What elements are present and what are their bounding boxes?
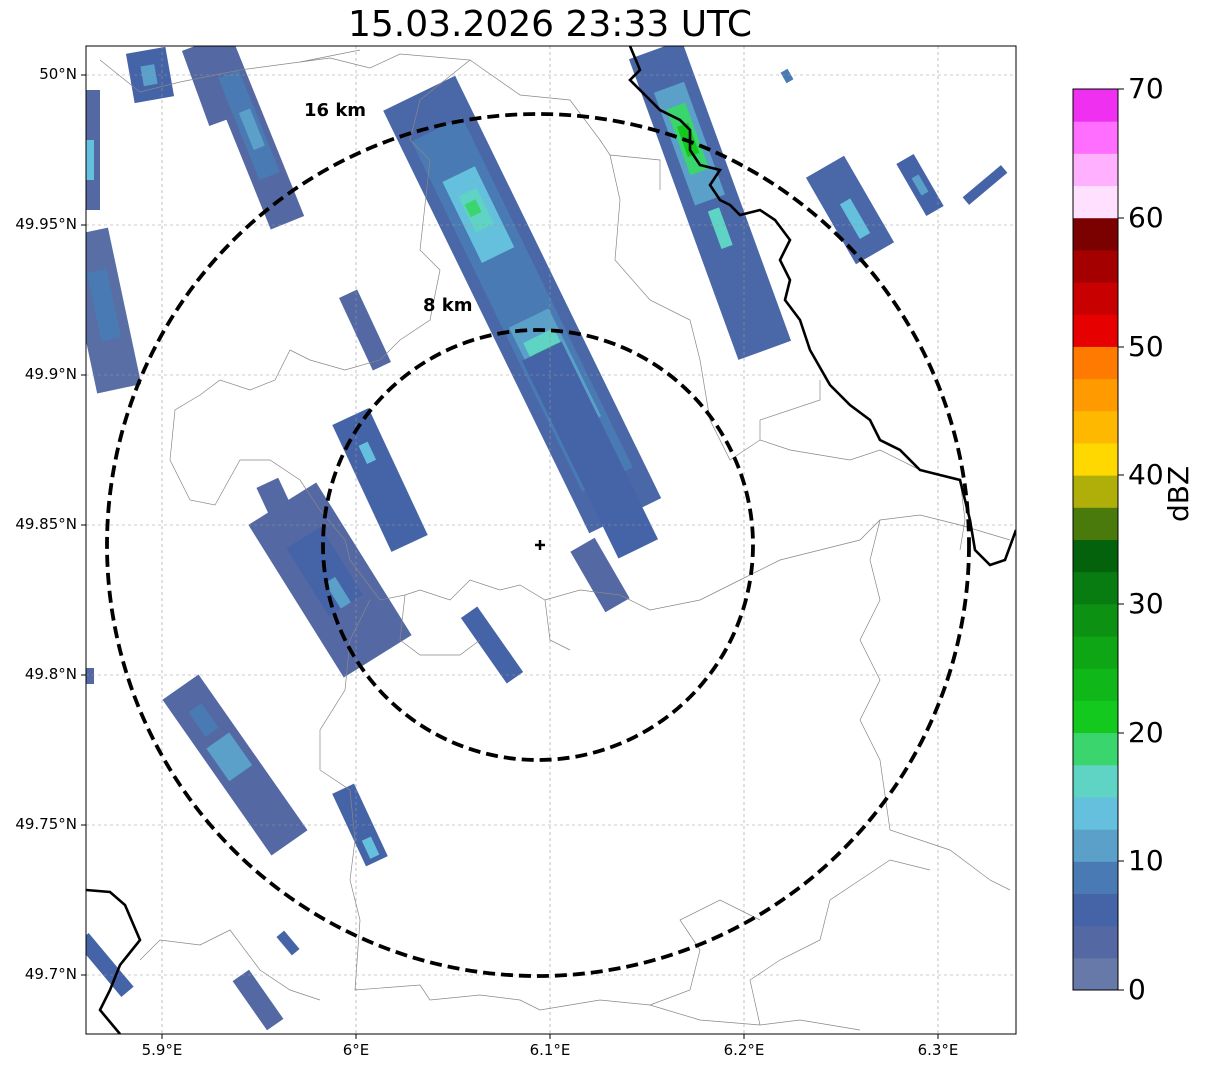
colorbar-segment [1073,378,1118,412]
lat-tick-label: 49.9°N [24,365,77,383]
colorbar-ticks [1118,88,1124,991]
colorbar-tick-label: 70 [1128,72,1164,105]
colorbar-segment [1073,796,1118,830]
range-rings [105,112,971,978]
colorbar-segment [1073,410,1118,444]
colorbar-segment [1073,893,1118,927]
lon-tick-label: 6.2°E [723,1041,765,1059]
echo-cell-far-ne-2 [896,154,944,216]
colorbar-segment [1073,668,1118,701]
colorbar-segment [1073,314,1118,347]
ring-label-8km: 8 km [423,295,473,316]
map-title: 15.03.2026 23:33 UTC [347,4,753,45]
colorbar-label: dBZ [1162,465,1195,522]
echo-band-ne [628,46,792,360]
ring-16km [105,112,971,978]
ring-8km [321,328,755,762]
radar-echoes [86,46,1008,1031]
lon-tick-label: 5.9°E [141,1041,183,1059]
colorbar-segment [1073,89,1118,122]
echo-cell-west-3 [339,289,391,371]
echo-cell-sw-3 [232,969,284,1031]
colorbar-segment [1073,925,1118,959]
colorbar-segment [1073,475,1118,508]
echo-band-central-east [522,341,658,559]
colorbar-segment [1073,571,1118,605]
colorbar-tick-label: 40 [1128,458,1164,491]
echo-band-nw [195,46,305,230]
map-area [86,46,1016,1034]
ring-label-16km: 16 km [304,100,367,121]
lat-tick-label: 49.8°N [24,665,77,683]
colorbar-segment [1073,700,1118,734]
colorbar-segment [1073,249,1118,283]
lat-tick-label: 49.85°N [15,515,77,533]
lat-tick-label: 49.7°N [24,965,77,983]
colorbar-segment [1073,829,1118,862]
colorbar-segment [1073,764,1118,798]
colorbar-segment [1073,185,1118,219]
echo-cell-south [460,606,524,684]
colorbar-segment [1073,442,1118,476]
echo-cell-sw-4 [86,933,134,997]
colorbar-segment [1073,121,1118,154]
echo-band-nw-2 [181,46,229,127]
echo-band-central-south [570,537,630,613]
national-border [86,46,1016,1034]
colorbar-tick-label: 60 [1128,201,1164,234]
tick-marks [81,74,939,1039]
colorbar-segment [1073,957,1118,991]
lat-tick-label: 50°N [39,65,77,83]
colorbar-segment [1073,539,1118,573]
echo-cell-far-ne-3 [962,165,1008,205]
municipal-boundaries [99,49,1011,1031]
gridlines [86,46,1016,1034]
colorbar-segment [1073,217,1118,251]
colorbar-tick-label: 50 [1128,330,1164,363]
colorbar-segment [1073,603,1118,637]
echo-cell-west-4 [256,477,304,543]
colorbar-frame [1072,88,1119,991]
colorbar-segment [1073,861,1118,894]
lon-tick-label: 6°E [342,1041,370,1059]
colorbar-tick-label: 30 [1128,587,1164,620]
colorbar-segment [1073,346,1118,380]
colorbar-tick-label: 0 [1128,973,1146,1006]
echo-cell-far-ne [805,155,895,265]
echo-cell-west-2 [332,408,428,552]
lat-tick-label: 49.75°N [15,815,77,833]
colorbar-segment [1073,153,1118,187]
colorbar-tick-label: 10 [1128,844,1164,877]
colorbar-tick-label: 20 [1128,716,1164,749]
colorbar-segment [1073,636,1118,669]
colorbar-segment [1073,282,1118,315]
colorbar-segment [1073,732,1118,766]
colorbar [1073,89,1118,991]
lon-tick-label: 6.1°E [529,1041,571,1059]
map-frame [85,45,1017,1035]
lon-tick-label: 6.3°E [917,1041,959,1059]
lat-tick-label: 49.95°N [15,215,77,233]
echo-left-edge [86,90,142,394]
echo-band-sw [162,674,308,856]
radar-site-marker [535,540,545,550]
echo-cell-sw-2 [332,783,388,867]
colorbar-segment [1073,507,1118,540]
